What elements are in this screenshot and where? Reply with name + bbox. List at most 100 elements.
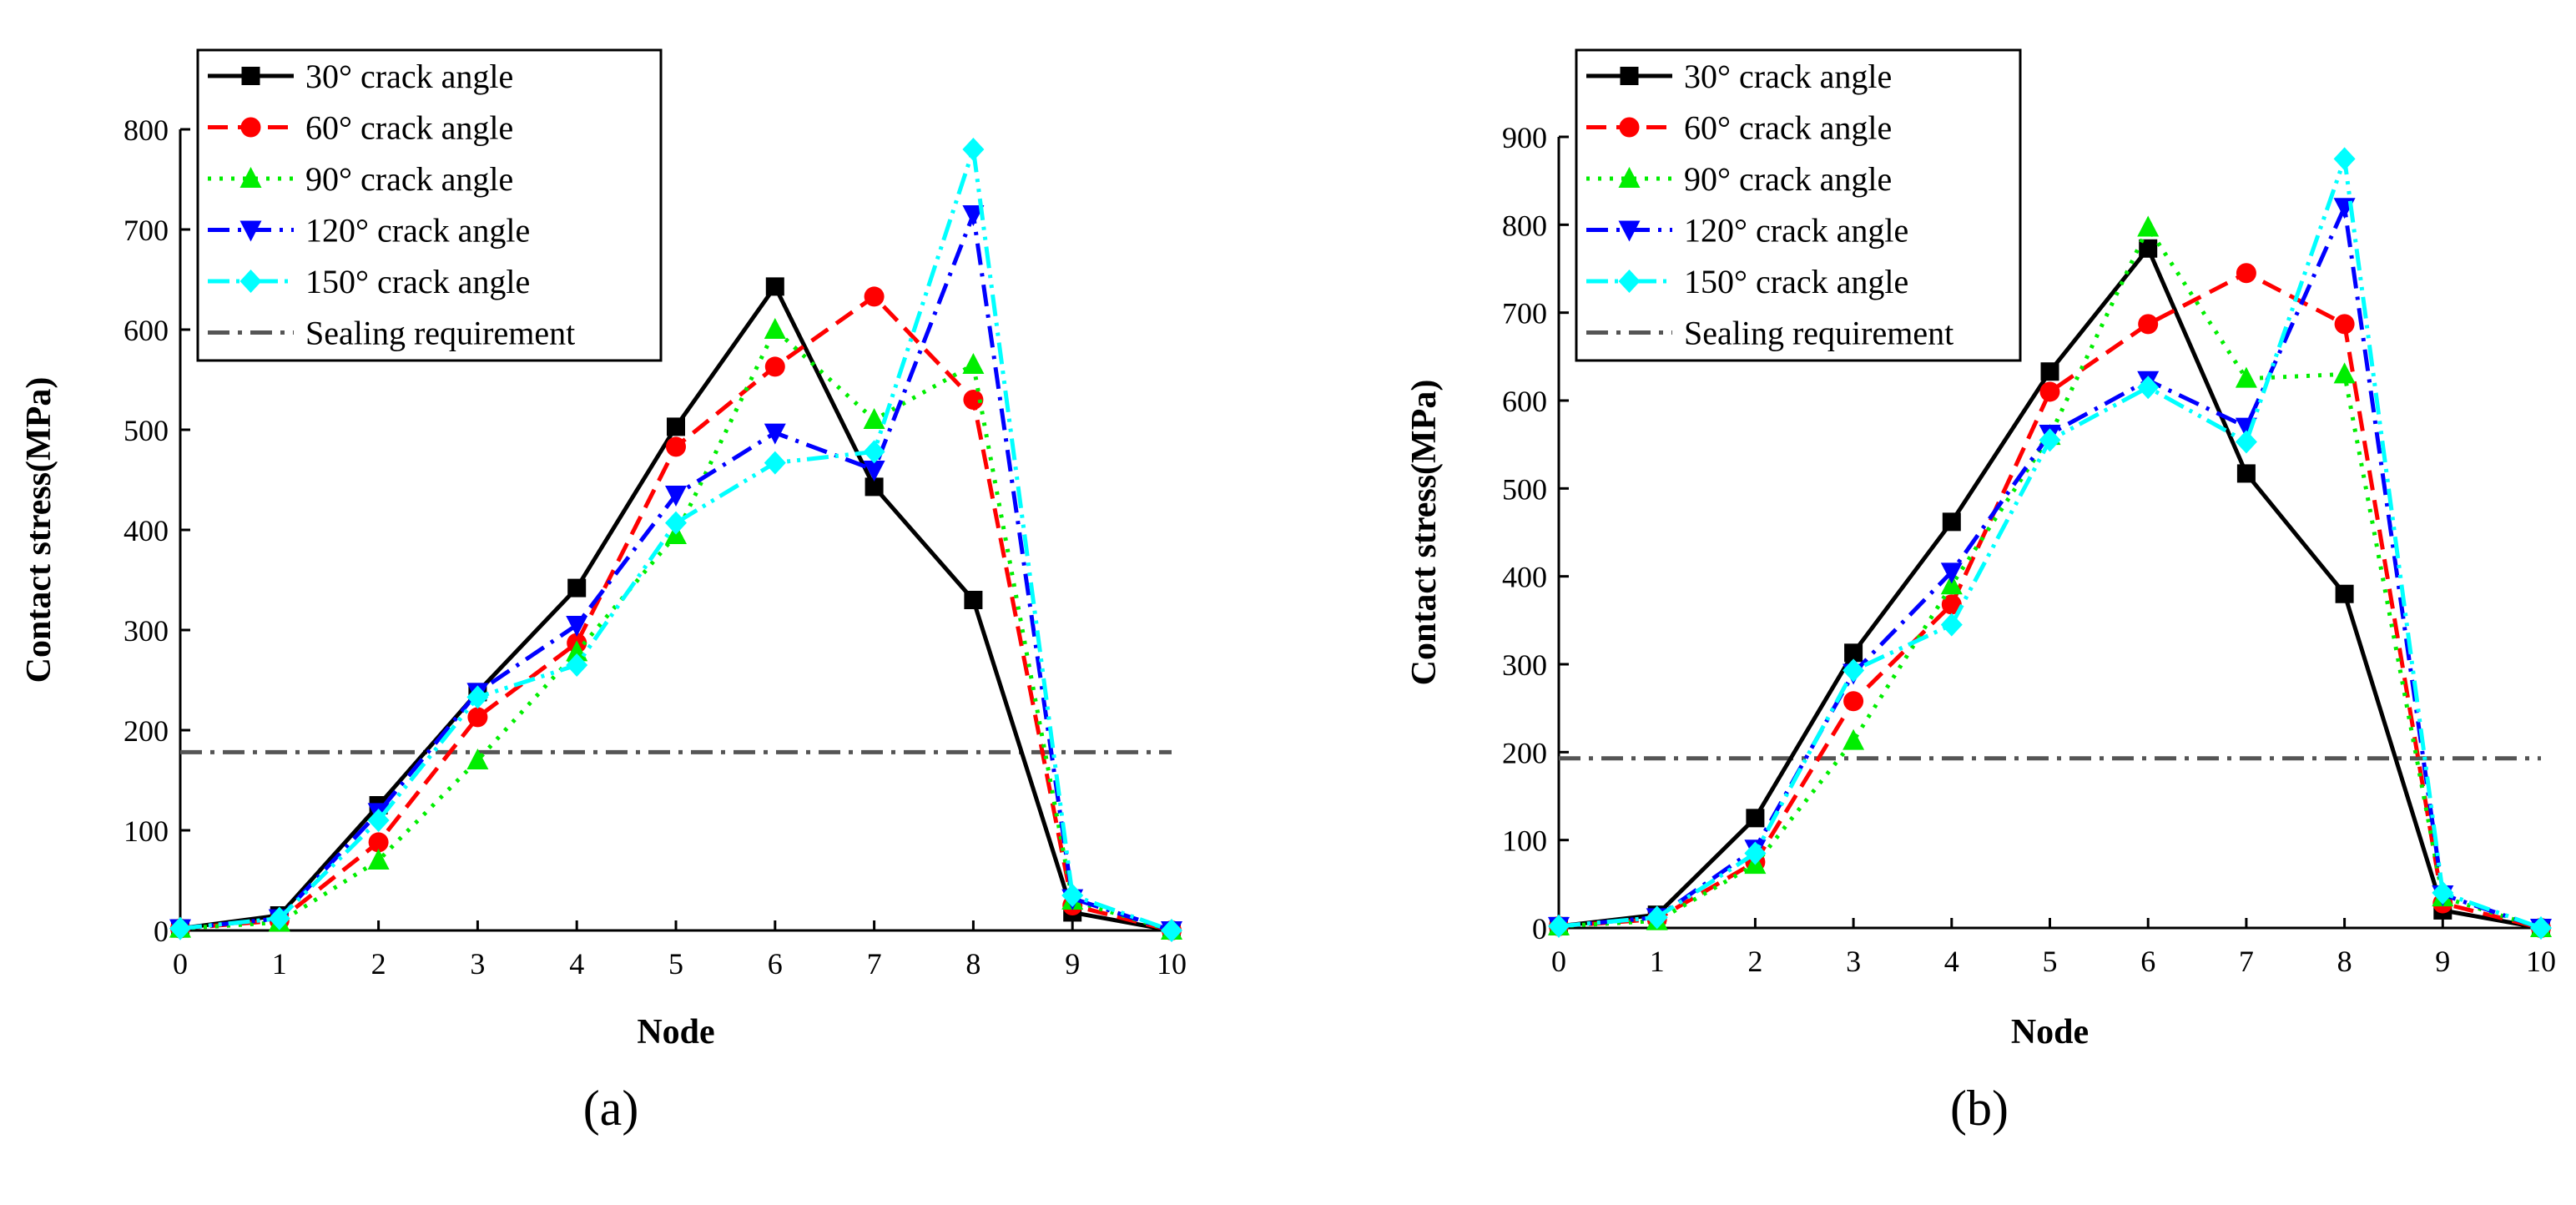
legend-marker (1618, 270, 1641, 293)
legend-marker (239, 167, 262, 188)
legend-label: Sealing requirement (1684, 315, 1953, 352)
data-point (2039, 428, 2061, 452)
x-tick-label: 2 (371, 947, 386, 981)
data-point (2138, 314, 2159, 335)
y-tick-label: 300 (1502, 648, 1547, 682)
y-tick-label: 500 (124, 414, 169, 447)
legend-label: 90° crack angle (1684, 160, 1892, 198)
data-point (566, 616, 588, 637)
data-point (467, 707, 488, 728)
data-point (764, 451, 786, 475)
legend-label: 150° crack angle (1684, 263, 1908, 300)
x-tick-label: 0 (1551, 945, 1566, 978)
data-point (764, 318, 786, 339)
y-tick-label: 100 (124, 814, 169, 848)
legend-entry-150: 150° crack angle (1586, 263, 1908, 300)
x-tick-label: 9 (1065, 947, 1080, 981)
x-tick-label: 8 (965, 947, 980, 981)
legend-entry-90: 90° crack angle (1586, 160, 1892, 198)
x-tick-label: 2 (1747, 945, 1762, 978)
data-point (567, 578, 587, 597)
data-point (764, 423, 786, 445)
data-point (2137, 215, 2160, 237)
legend-entry-30: 30° crack angle (1586, 58, 1892, 95)
data-point (665, 486, 687, 507)
y-tick-label: 600 (124, 314, 169, 347)
data-point (1843, 658, 1865, 683)
legend-label: 30° crack angle (1684, 58, 1892, 95)
legend: 30° crack angle 60° crack angle 90° crack … (1575, 48, 2022, 362)
x-tick-label: 3 (1846, 945, 1861, 978)
legend: 30° crack angle 60° crack angle 90° crack … (196, 48, 663, 362)
data-point (1548, 914, 1570, 938)
data-point (765, 277, 784, 296)
data-point (2333, 147, 2356, 171)
legend-entry-90: 90° crack angle (208, 160, 513, 198)
series-line (179, 294, 1172, 933)
y-tick-label: 100 (1502, 824, 1547, 858)
x-tick-label: 6 (768, 947, 783, 981)
data-point (863, 461, 885, 481)
legend-label: 120° crack angle (1684, 212, 1908, 250)
legend-marker (240, 117, 261, 138)
data-point (268, 906, 290, 930)
x-axis-title: Node (2011, 1013, 2089, 1051)
data-point (863, 408, 885, 429)
data-point (566, 640, 588, 662)
data-point (566, 653, 588, 677)
series-line (179, 147, 1172, 933)
y-tick-label: 400 (1502, 561, 1547, 594)
data-point (2235, 366, 2257, 388)
data-point (466, 685, 489, 709)
data-point (367, 809, 390, 832)
y-tick-label: 400 (124, 514, 169, 547)
data-point (963, 390, 984, 410)
y-axis-title: Contact stress(MPa) (20, 377, 58, 683)
y-tick-label: 800 (1502, 209, 1547, 242)
data-point (962, 353, 985, 374)
data-point (2235, 430, 2257, 454)
x-tick-label: 4 (1944, 945, 1959, 978)
y-tick-label: 800 (124, 113, 169, 147)
y-tick-label: 900 (1502, 121, 1547, 154)
y-tick-label: 600 (1502, 385, 1547, 418)
legend-marker (239, 270, 262, 293)
chart-panel-b: 0 1 2 3 4 5 6 7 8 9 100100200300400500600700800900… (1405, 48, 2556, 1136)
legend-label: 30° crack angle (305, 58, 513, 95)
legend-marker (239, 220, 262, 242)
x-tick-label: 8 (2337, 945, 2352, 978)
y-tick-label: 500 (1502, 472, 1547, 506)
data-point (962, 138, 985, 161)
data-point (2236, 464, 2256, 483)
data-point (1843, 691, 1864, 712)
data-point (2432, 880, 2454, 905)
x-tick-label: 9 (2435, 945, 2450, 978)
series-150-deg (1548, 147, 2552, 940)
data-point (863, 440, 885, 464)
data-point (1941, 594, 1962, 615)
series-line (1558, 270, 2542, 930)
data-point (864, 286, 885, 307)
legend-entry-120: 120° crack angle (208, 212, 530, 250)
panel-label-a: (a) (583, 1081, 639, 1136)
y-tick-label: 200 (124, 714, 169, 748)
legend-entry-150: 150° crack angle (208, 263, 530, 300)
data-point (2333, 362, 2356, 384)
data-point (466, 749, 489, 769)
x-tick-label: 1 (1650, 945, 1665, 978)
legend-box (1575, 48, 2022, 362)
y-tick-label: 200 (1502, 736, 1547, 769)
x-tick-label: 10 (1157, 947, 1187, 981)
legend-label: 150° crack angle (305, 263, 530, 300)
data-point (1940, 573, 1963, 595)
y-axis-title: Contact stress(MPa) (1405, 380, 1444, 686)
data-point (1646, 905, 1668, 930)
series-90-deg (169, 318, 1182, 940)
series-line (179, 284, 1172, 933)
x-tick-label: 7 (867, 947, 882, 981)
y-tick-label: 700 (1502, 297, 1547, 330)
x-tick-label: 6 (2140, 945, 2155, 978)
data-point (1940, 613, 1963, 637)
data-point (666, 436, 686, 457)
